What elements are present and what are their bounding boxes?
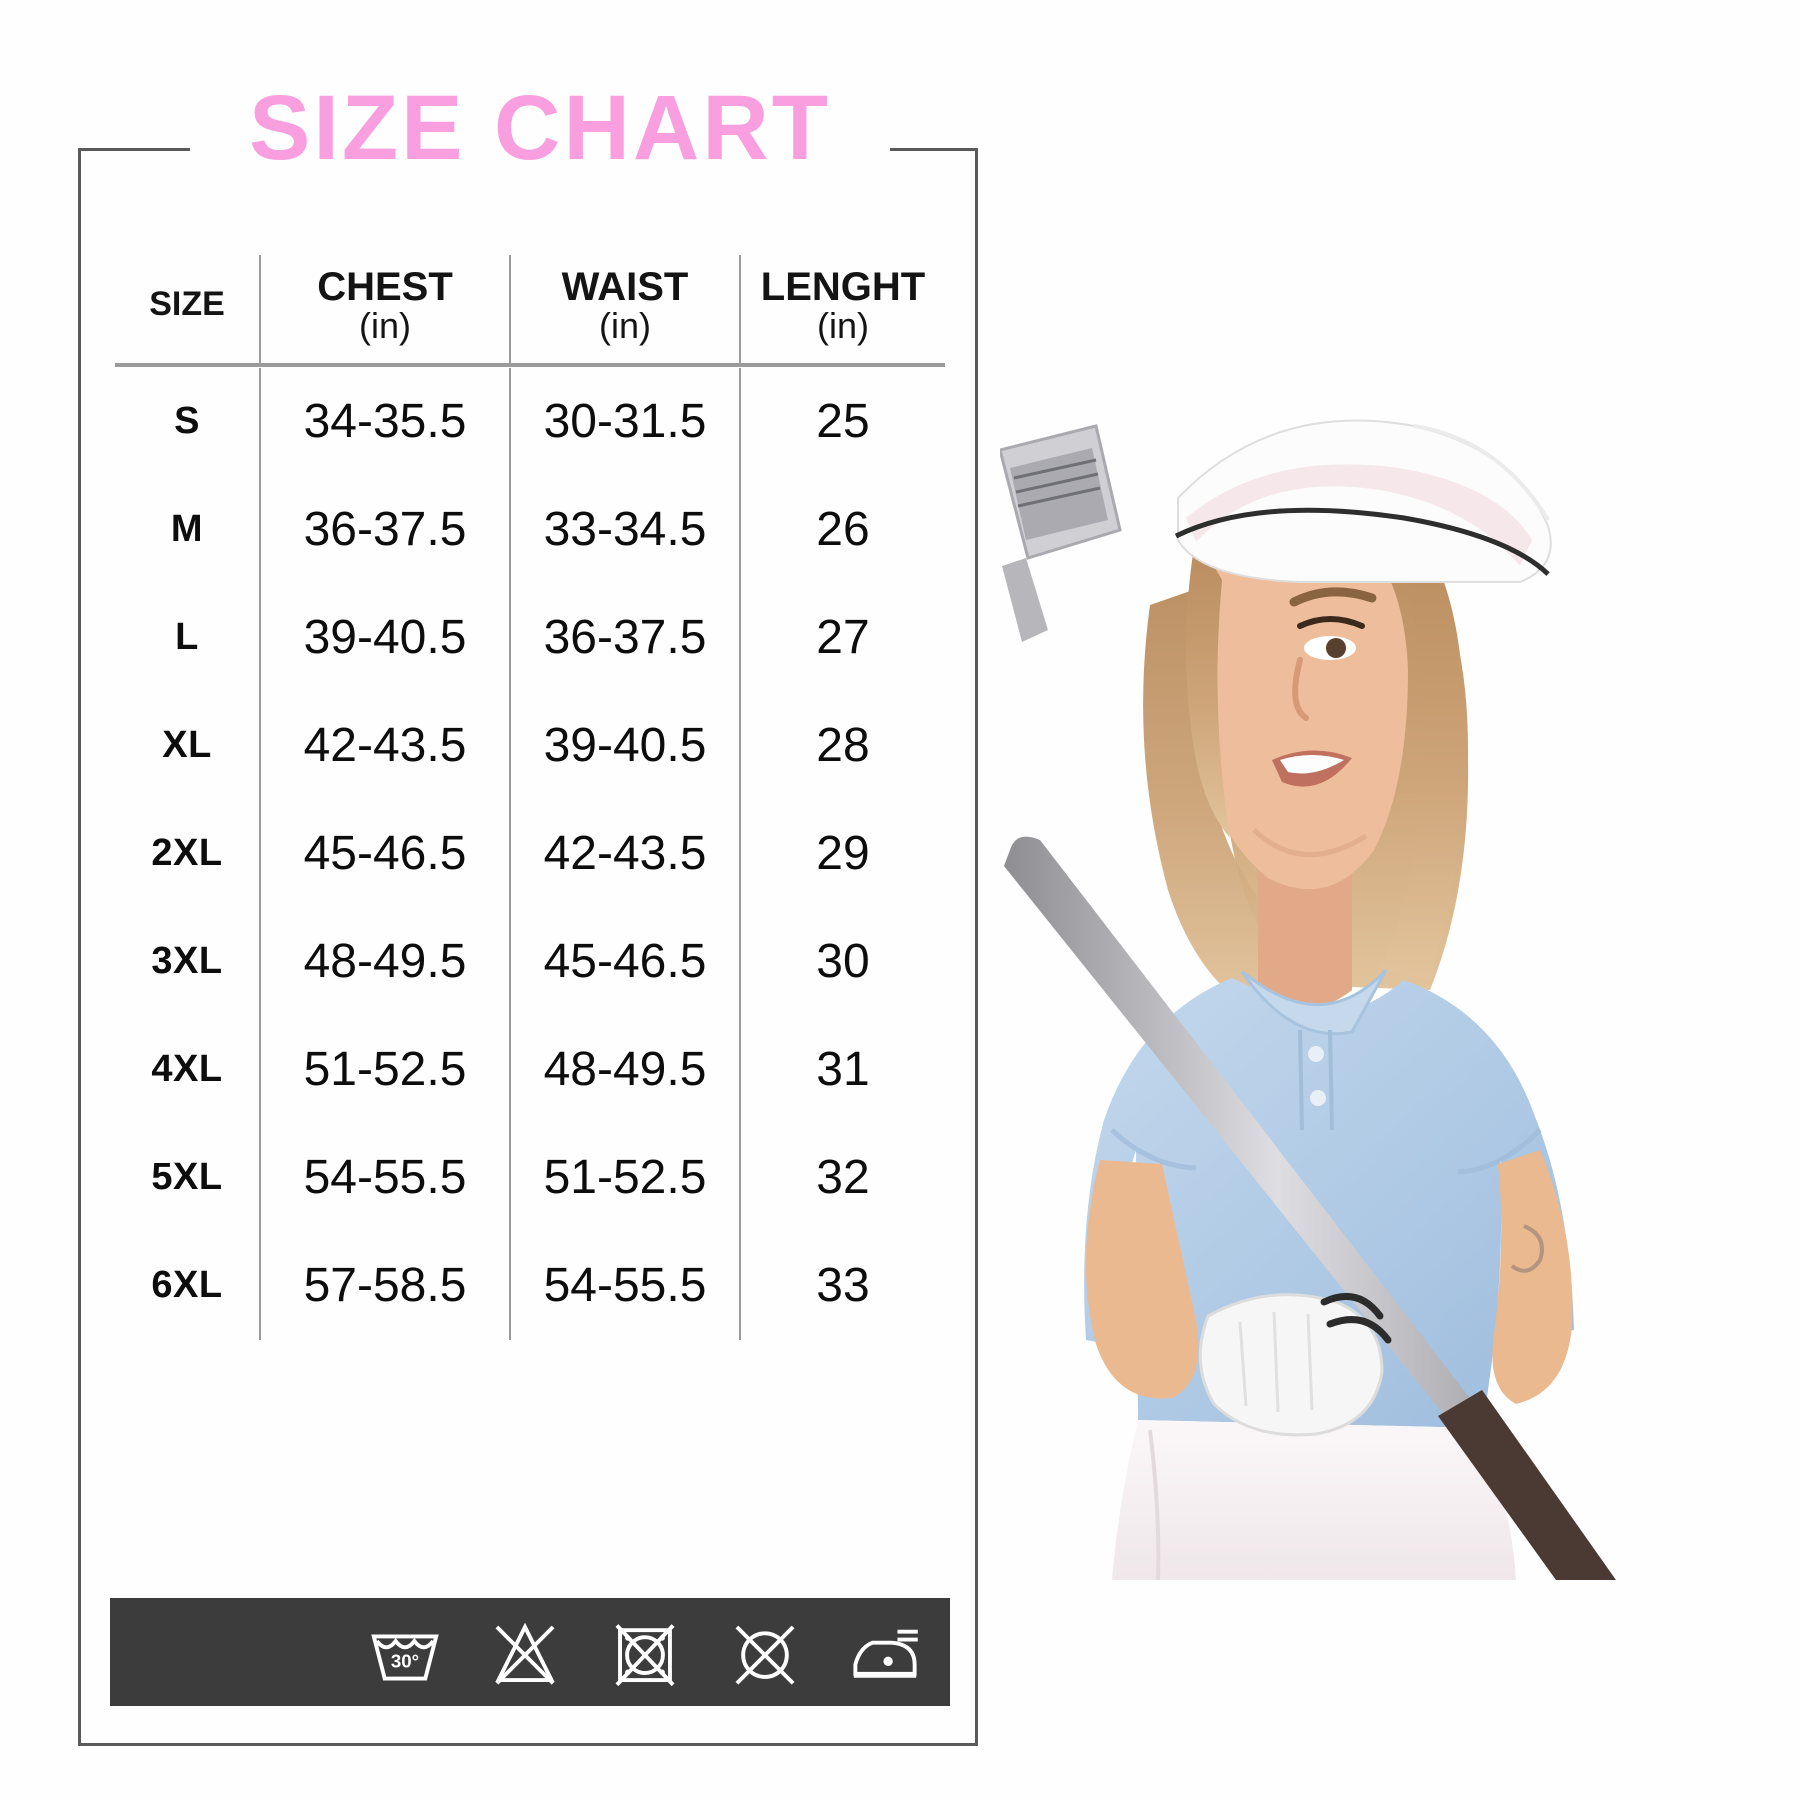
table-row: XL 42-43.5 39-40.5 28 [115,691,945,800]
cell-length: 28 [816,719,870,773]
model-photo [1000,330,1780,1580]
column-header-waist-label: WAIST [561,265,689,309]
cell-chest: 45-46.5 [260,799,511,908]
cell-waist: 45-46.5 [510,907,741,1016]
golf-club [1000,424,1616,1580]
size-table-wrap: SIZE CHEST (in) WAIST (in) LENGHT (in) [115,255,945,1340]
table-row: S 34-35.5 30-31.5 25 [115,367,945,476]
cell-size: 5XL [115,1123,261,1232]
face [1190,520,1408,890]
cell-waist: 42-43.5 [510,799,741,908]
cell-waist: 39-40.5 [510,691,741,800]
cell-chest: 54-55.5 [260,1123,511,1232]
header-rule-cell [115,362,945,368]
column-header-size: SIZE [115,255,261,363]
cell-length: 31 [816,1043,870,1097]
table-row: L 39-40.5 36-37.5 27 [115,583,945,692]
header-row: SIZE CHEST (in) WAIST (in) LENGHT (in) [115,255,945,363]
frame-top-gap [190,140,890,154]
cell-size: L [115,583,261,692]
cell-length: 30 [816,935,870,989]
visor [1174,419,1552,583]
cell-length: 26 [816,503,870,557]
svg-text:30°: 30° [391,1651,419,1672]
cell-size: 3XL [115,907,261,1016]
cell-size: 2XL [115,799,261,908]
column-header-length-label: LENGHT [760,265,926,309]
header-rule [115,362,945,368]
cell-size: XL [115,691,261,800]
column-header-chest: CHEST (in) [260,255,511,363]
table-body: S 34-35.5 30-31.5 25 M 36-37.5 33-34.5 26 L 39-40… [115,367,945,1340]
table-head: SIZE CHEST (in) WAIST (in) LENGHT (in) [115,255,945,368]
wash-30-icon: 30° [362,1613,448,1691]
cell-waist: 54-55.5 [510,1231,741,1340]
table-row: 6XL 57-58.5 54-55.5 33 [115,1231,945,1340]
table-row: 2XL 45-46.5 42-43.5 29 [115,799,945,908]
cell-chest: 51-52.5 [260,1015,511,1124]
cell-size: M [115,475,261,584]
iron-icon [842,1613,928,1691]
cell-size: S [115,367,261,476]
column-header-length: LENGHT (in) [740,255,945,363]
do-not-dry-clean-icon [722,1613,808,1691]
cell-waist: 48-49.5 [510,1015,741,1124]
cell-chest: 36-37.5 [260,475,511,584]
do-not-tumble-dry-icon [602,1613,688,1691]
table-row: 4XL 51-52.5 48-49.5 31 [115,1015,945,1124]
cell-length: 27 [816,611,870,665]
cell-chest: 48-49.5 [260,907,511,1016]
cell-chest: 39-40.5 [260,583,511,692]
column-header-waist: WAIST (in) [510,255,741,363]
cell-size: 6XL [115,1231,261,1340]
cell-length: 29 [816,827,870,881]
cell-length: 25 [816,395,870,449]
cell-length: 32 [816,1151,870,1205]
cell-chest: 42-43.5 [260,691,511,800]
cell-chest: 57-58.5 [260,1231,511,1340]
cell-waist: 51-52.5 [510,1123,741,1232]
golf-glove [1198,1292,1392,1437]
column-header-length-unit: (in) [817,304,869,346]
care-instructions-bar: 30° [110,1598,950,1706]
size-table: SIZE CHEST (in) WAIST (in) LENGHT (in) [115,255,945,1340]
cell-waist: 30-31.5 [510,367,741,476]
cell-waist: 36-37.5 [510,583,741,692]
table-row: 5XL 54-55.5 51-52.5 32 [115,1123,945,1232]
column-header-chest-unit: (in) [359,304,411,346]
column-header-waist-unit: (in) [599,304,651,346]
table-row: M 36-37.5 33-34.5 26 [115,475,945,584]
header-rule-line [115,362,945,367]
cell-chest: 34-35.5 [260,367,511,476]
cell-waist: 33-34.5 [510,475,741,584]
cell-size: 4XL [115,1015,261,1124]
column-header-chest-label: CHEST [317,265,453,309]
table-row: 3XL 48-49.5 45-46.5 30 [115,907,945,1016]
column-header-size-label: SIZE [149,285,225,323]
page-title: SIZE CHART [249,77,831,179]
do-not-bleach-icon [482,1613,568,1691]
cell-length: 33 [816,1259,870,1313]
